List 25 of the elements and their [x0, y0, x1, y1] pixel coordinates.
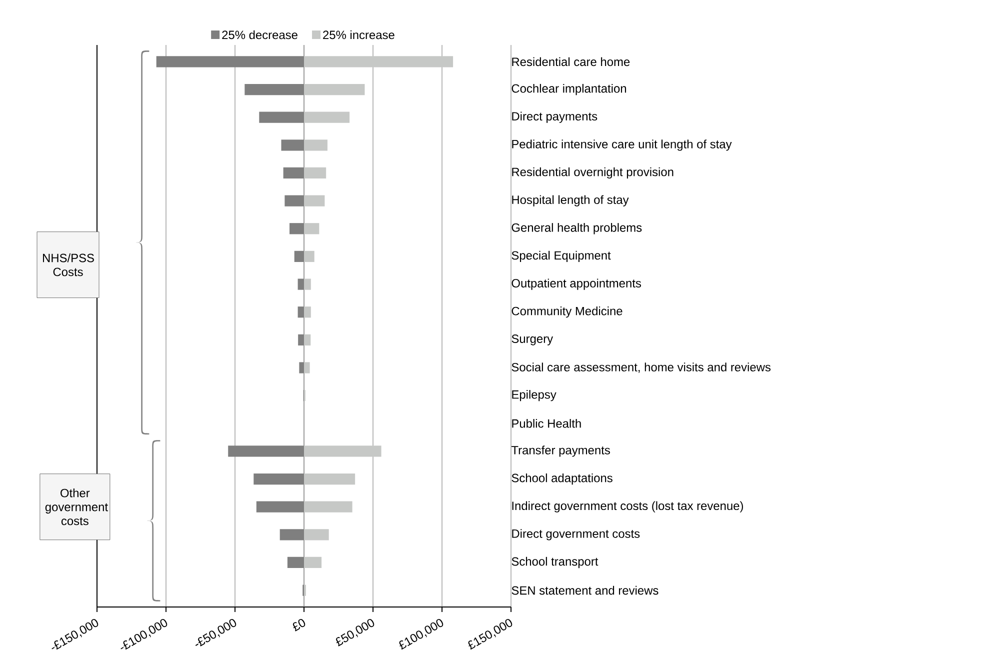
annotation: Other government costs	[45, 488, 108, 526]
y-tick-label: School transport	[512, 556, 598, 568]
y-tick-label: Community Medicine	[512, 306, 622, 318]
y-tick-label: Social care assessment, home visits and reviews	[512, 362, 771, 373]
y-tick-label: Transfer payments	[511, 446, 610, 457]
legend-label: 25% decrease	[222, 30, 298, 40]
y-tick-label: Residential overnight provision	[512, 167, 674, 179]
y-tick-label: General health problems	[512, 223, 642, 234]
y-tick-label: Hospital length of stay	[512, 195, 629, 206]
y-tick-label: Direct government costs	[512, 529, 640, 540]
y-tick-label: Public Health	[512, 419, 581, 428]
y-tick-label: Special Equipment	[512, 250, 611, 262]
x-tick-label: £0	[292, 618, 306, 632]
y-tick-label: Direct payments	[512, 112, 598, 123]
legend-label: 25% increase	[323, 30, 394, 40]
y-tick-label: Indirect government costs (lost tax revenue)	[512, 501, 743, 512]
text: NHS/PSS Costs	[43, 253, 94, 276]
y-tick-label: Pediatric intensive care unit length of stay	[512, 140, 732, 151]
y-tick-label: School adaptations	[512, 473, 612, 485]
y-tick-label: Outpatient appointments	[512, 278, 642, 290]
y-tick-label: Residential care home	[512, 57, 630, 66]
y-tick-label: Surgery	[512, 334, 554, 346]
y-tick-label: Cochlear implantation	[512, 84, 626, 96]
y-tick-label: Epilepsy	[512, 390, 556, 402]
y-tick-label: SEN statement and reviews	[512, 586, 658, 595]
